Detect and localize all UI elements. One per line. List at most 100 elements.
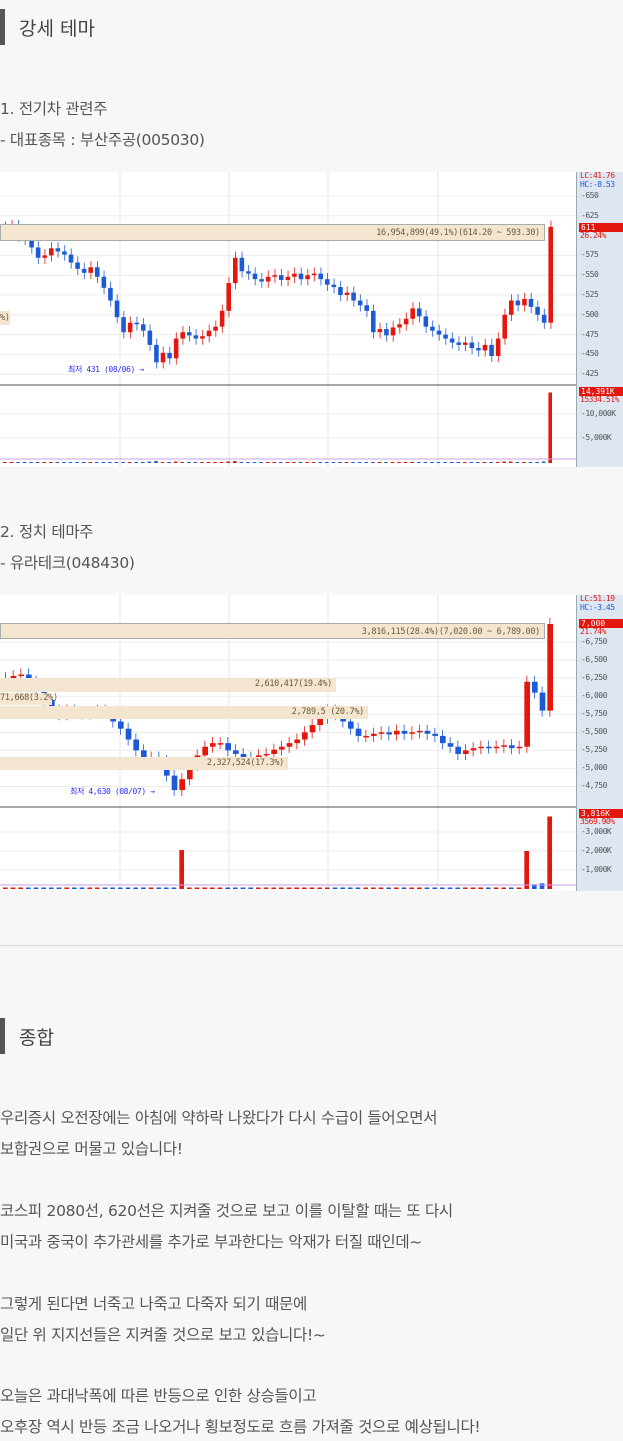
section-heading-summary: 종합 [0,1018,54,1054]
candle-body [443,334,448,339]
volume-bar [378,887,384,889]
candle-body [173,338,179,359]
paragraph-line: 코스피 2080선, 620선은 지켜줄 것으로 보고 이를 이탈할 때는 또 … [0,1202,453,1220]
volume-bar [101,462,106,463]
volume-bar [68,462,73,463]
candle-body [493,746,500,749]
volume-profile-band: 2,610,417(19.4%) [0,678,336,692]
volume-bar [456,462,460,463]
candle-body [263,753,270,756]
candle-body [482,344,488,351]
candle-body [449,338,455,343]
volume-bar [233,461,237,463]
lc-label: LC:41.76 [580,172,615,180]
volume-bar [118,887,123,889]
candle-body [325,279,330,285]
volume-bar [524,851,529,889]
volume-bar [302,887,307,889]
volume-bar [397,462,401,463]
volume-bar [233,887,238,889]
volume-bar [547,816,552,889]
candle-body [279,275,284,280]
candle-body [430,326,435,331]
heading-bar [0,1018,5,1054]
volume-badge: 14,391K [579,387,623,396]
candle-body [456,342,461,345]
candle-body [409,732,415,734]
volume-profile-band: 71,668(3.2%) [0,693,58,705]
candle-body [348,721,354,729]
candle-body [271,749,277,754]
volume-bar [371,462,375,463]
volume-bar [476,462,480,463]
candle-body [108,287,113,301]
volume-bar [443,462,447,463]
candle-body [200,336,205,339]
candle-body [193,335,199,339]
volume-bar [309,887,315,889]
volume-bar [125,887,131,889]
volume-tick-label: -1,000K [581,865,612,874]
volume-bar [509,461,513,463]
candle-body [272,275,277,277]
lowest-price-label: 최저 4,630 (08/07) → [70,787,155,796]
paragraph-line: 우리증시 오전장에는 아침에 약하락 나왔다가 다시 수급이 들어오면서 [0,1109,438,1127]
candle-body [516,746,523,749]
volume-bar [522,462,526,463]
candle-body [246,271,251,274]
theme1-stock: - 대표종목 : 부산주공(005030) [0,131,205,149]
price-tick-label: -575 [581,250,599,260]
candle-body [357,300,363,306]
price-tick-label: -5,250 [581,745,607,755]
candle-body [286,743,293,747]
candle-body [410,308,415,319]
candle-body [210,743,216,747]
volume-bar [187,462,191,463]
candle-body [417,308,422,317]
price-tick-label: -525 [581,290,599,299]
candle-body [489,344,494,356]
theme2-stock: - 유라테크(048430) [0,554,135,572]
volume-bar [252,462,257,463]
candle-body [378,732,385,734]
candle-body [62,251,67,255]
volume-change-percent: 15334.51% [580,395,619,404]
paragraph-line: 일단 위 지지선들은 지켜줄 것으로 보고 있습니다!~ [0,1326,326,1344]
volume-bar [386,887,391,889]
candle-body [88,267,93,273]
price-tick-label: -425 [581,369,599,379]
candle-body [486,746,492,749]
candle-body [125,728,132,740]
price-tick-label: -6,500 [581,655,607,665]
candle-body [390,327,396,336]
volume-bar [200,462,204,463]
volume-bar [509,887,514,889]
volume-bar [141,887,146,889]
candle-body [417,730,423,733]
volume-bar [213,462,217,463]
volume-bar [121,462,125,463]
current-price-badge: 7,000 [579,619,623,628]
volume-bar [455,887,460,889]
volume-bar [217,887,223,889]
volume-bar [81,462,86,463]
volume-profile-band: 2,327,524(17.3%) [0,756,288,770]
candle-body [180,332,185,339]
candle-body [134,322,139,325]
volume-bar [148,887,154,889]
volume-bar [298,462,303,463]
volume-bar [340,887,345,889]
volume-bar [42,462,46,463]
candle-body [226,283,231,311]
volume-bar [463,462,467,463]
candle-body [55,248,61,252]
volume-tick-label: -2,000K [581,846,612,855]
volume-bar [22,462,27,463]
candle-body [403,318,409,325]
price-tick-label: -5,000 [581,763,607,773]
volume-bar [285,462,290,463]
volume-bar [187,887,192,889]
volume-bar [16,462,20,463]
candle-body [49,699,55,711]
volume-badge: 3,816K [579,809,623,818]
